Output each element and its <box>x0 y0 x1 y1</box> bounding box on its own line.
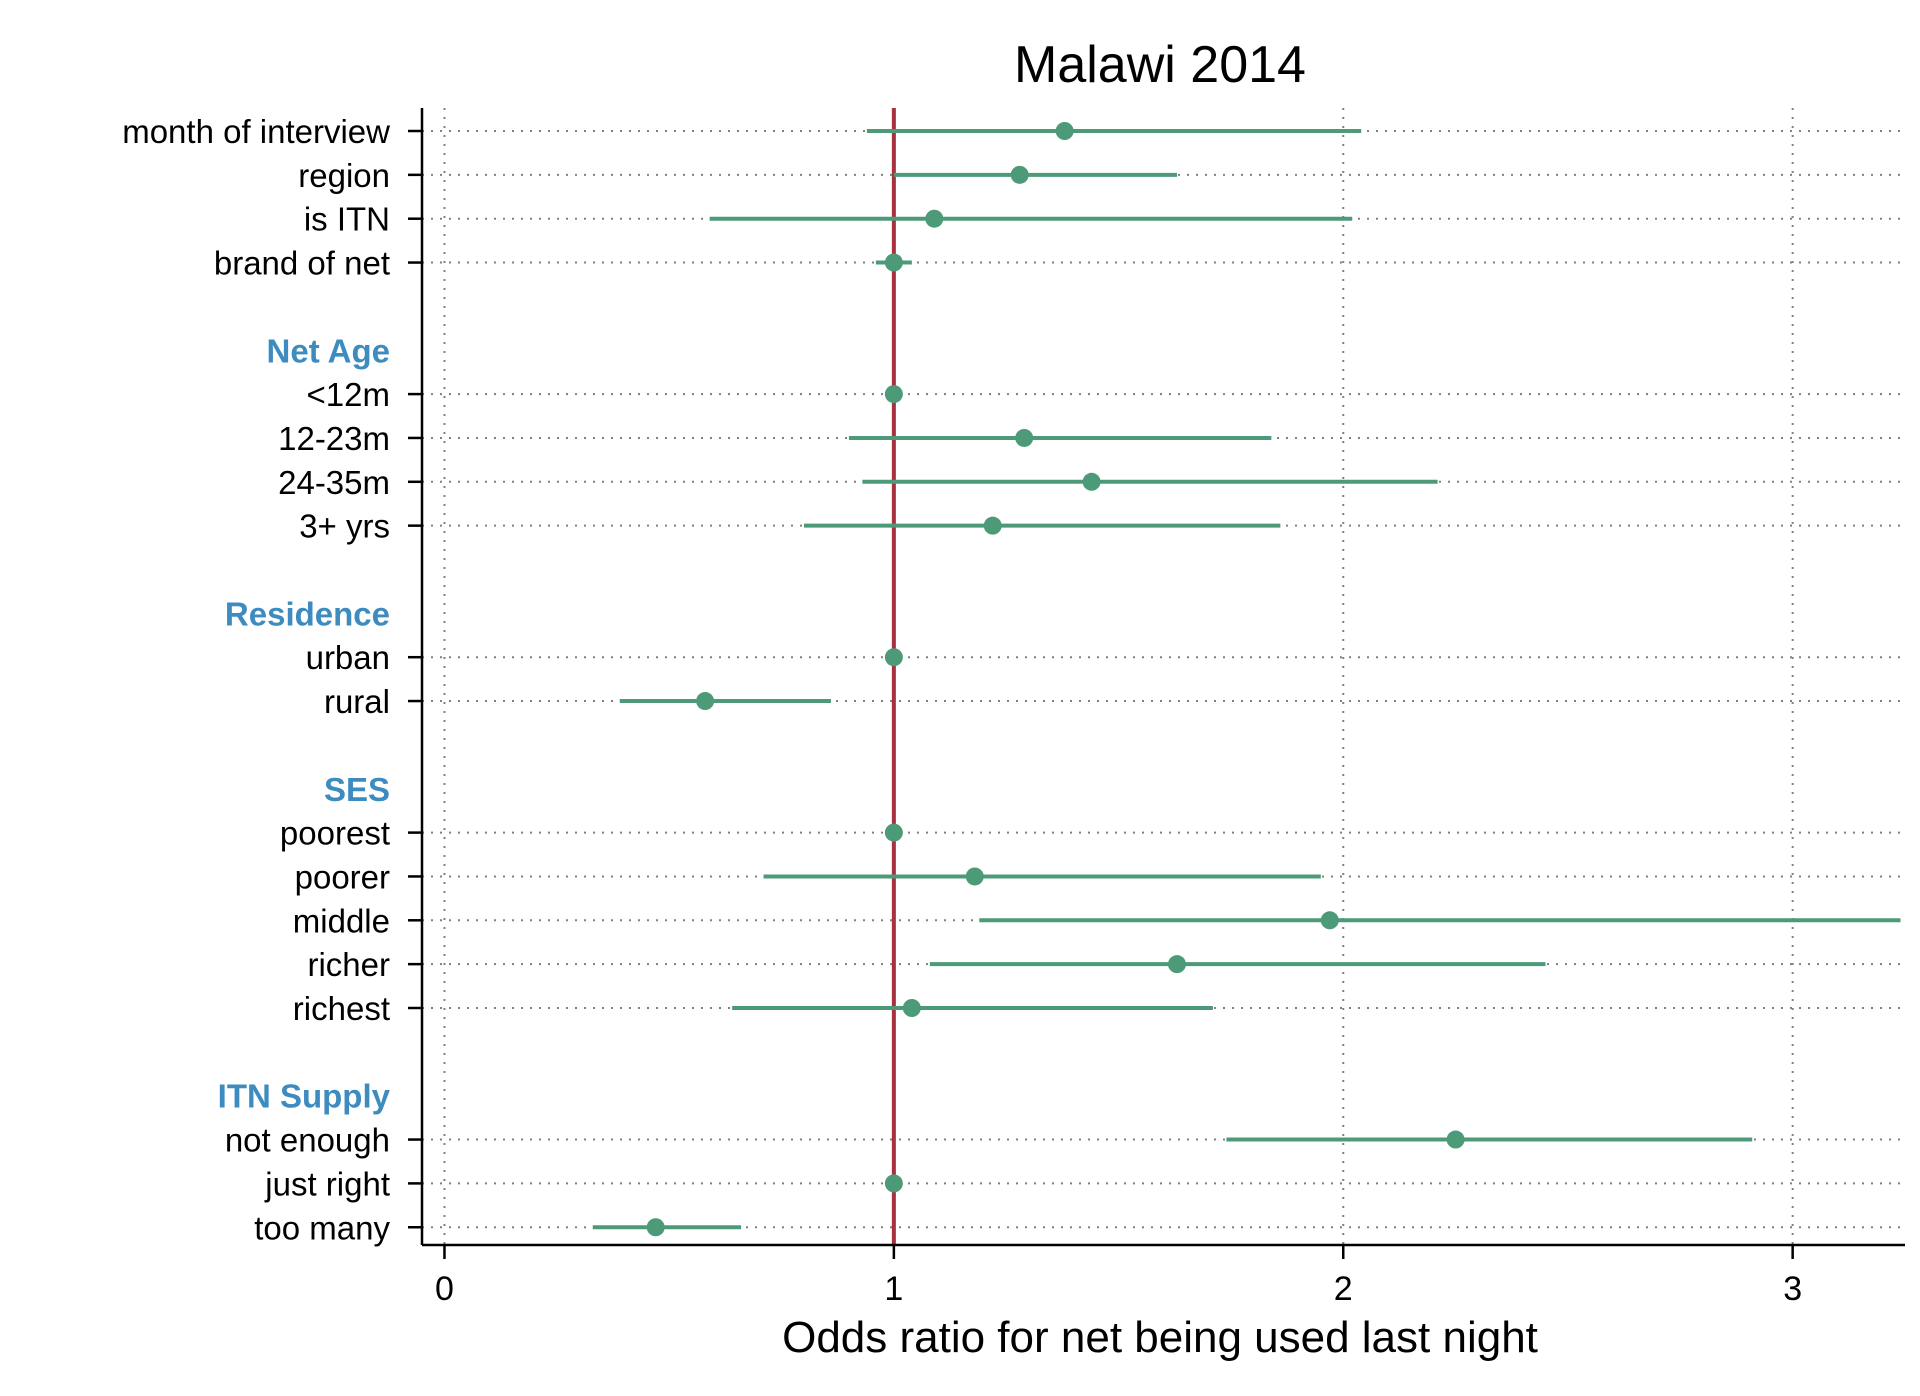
odds-ratio-point <box>1167 955 1186 974</box>
group-label: ITN Supply <box>218 1078 391 1115</box>
odds-ratio-point <box>965 867 984 886</box>
x-tick-label: 2 <box>1334 1270 1353 1308</box>
odds-ratio-point <box>1010 165 1029 184</box>
odds-ratio-point <box>884 1174 903 1193</box>
odds-ratio-point <box>884 253 903 272</box>
odds-ratio-point <box>902 999 921 1017</box>
odds-ratio-point <box>646 1218 665 1237</box>
odds-ratio-point <box>884 823 903 842</box>
row-label: just right <box>264 1165 390 1202</box>
row-label: too many <box>254 1209 390 1246</box>
axes <box>408 108 1905 1259</box>
odds-ratio-point <box>983 516 1002 535</box>
x-axis-title: Odds ratio for net being used last night <box>782 1313 1538 1362</box>
row-label: brand of net <box>214 245 390 282</box>
data-marks <box>592 122 1901 1237</box>
row-label: 3+ yrs <box>299 508 390 545</box>
odds-ratio-point <box>1320 911 1339 930</box>
x-tick-label: 1 <box>884 1270 903 1308</box>
group-label: Net Age <box>267 332 390 369</box>
x-tick-label: 3 <box>1783 1270 1802 1308</box>
row-label: not enough <box>225 1122 390 1159</box>
odds-ratio-point <box>884 648 903 667</box>
row-label: 24-35m <box>278 464 390 501</box>
row-label: is ITN <box>304 201 390 238</box>
grid-lines <box>422 108 1905 1245</box>
odds-ratio-point <box>1015 428 1034 447</box>
x-tick-labels: 0 1 2 3 <box>435 1270 1802 1308</box>
chart-title: Malawi 2014 <box>1014 36 1306 94</box>
row-label: rural <box>324 683 390 720</box>
x-tick-label: 0 <box>435 1270 454 1308</box>
odds-ratio-point <box>1055 122 1074 140</box>
odds-ratio-point <box>925 209 944 228</box>
row-label: month of interview <box>122 113 390 150</box>
row-label: 12-23m <box>278 420 390 457</box>
row-label: richer <box>307 946 390 983</box>
row-labels: month of interview region is ITN brand of n… <box>122 113 390 1246</box>
row-label: poorest <box>280 815 390 852</box>
row-label: <12m <box>307 376 390 413</box>
row-label: poorer <box>295 858 390 895</box>
group-label: SES <box>324 771 390 808</box>
row-label: middle <box>293 902 390 939</box>
row-label: urban <box>306 639 390 676</box>
odds-ratio-point <box>696 692 715 711</box>
group-label: Residence <box>225 595 390 632</box>
odds-ratio-point <box>1446 1130 1465 1149</box>
odds-ratio-point <box>884 385 903 404</box>
row-label: richest <box>293 990 390 1027</box>
row-label: region <box>298 157 390 194</box>
odds-ratio-point <box>1082 472 1101 491</box>
